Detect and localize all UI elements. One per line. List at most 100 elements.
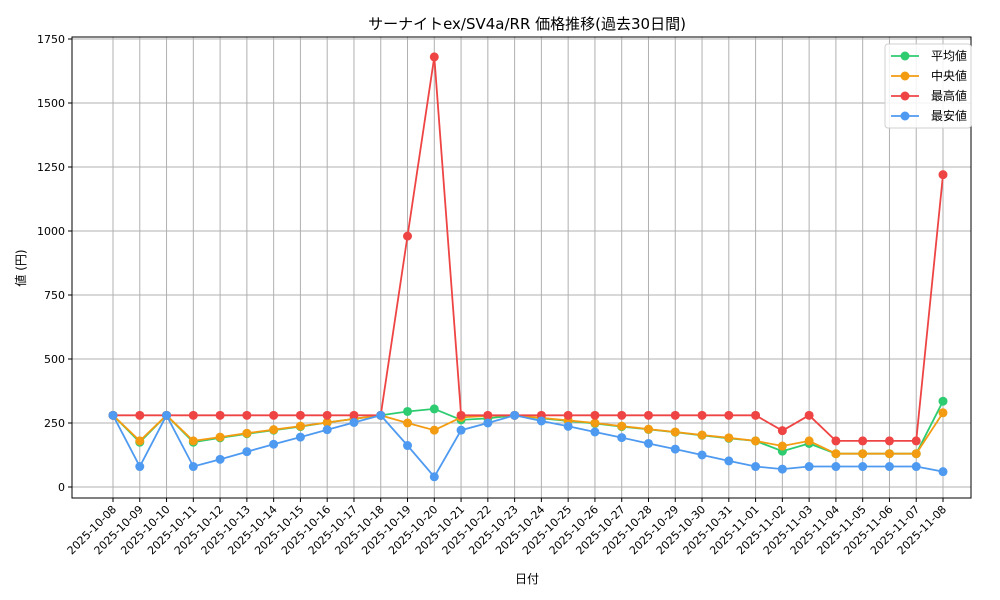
data-point (617, 433, 627, 443)
data-point (858, 449, 868, 459)
x-axis: 2025-10-082025-10-092025-10-102025-10-11… (65, 498, 949, 557)
data-point (269, 439, 279, 449)
data-point (242, 428, 252, 438)
data-point (670, 410, 680, 420)
data-point (804, 436, 814, 446)
series-line (108, 410, 948, 482)
data-point (242, 410, 252, 420)
data-point (563, 410, 573, 420)
data-point (938, 408, 948, 418)
y-tick-label: 0 (58, 481, 65, 494)
data-point (884, 436, 894, 446)
legend-label: 最高値 (931, 88, 967, 103)
data-point (322, 417, 332, 427)
data-point (697, 430, 707, 440)
data-point (724, 456, 734, 466)
legend-item: 最安値 (891, 108, 967, 123)
data-point (162, 410, 172, 420)
data-point (403, 406, 413, 416)
x-axis-label: 日付 (515, 572, 539, 586)
data-point (858, 462, 868, 472)
data-point (483, 418, 493, 428)
data-point (349, 417, 359, 427)
data-point (670, 427, 680, 437)
data-point (777, 464, 787, 474)
data-point (643, 410, 653, 420)
data-point (697, 410, 707, 420)
data-point (483, 410, 493, 420)
data-point (510, 410, 520, 420)
y-tick-label: 1500 (37, 97, 65, 110)
data-point (295, 432, 305, 442)
data-point (884, 462, 894, 472)
data-point (911, 436, 921, 446)
y-tick-label: 1250 (37, 161, 65, 174)
data-point (590, 418, 600, 428)
data-point (831, 449, 841, 459)
legend-label: 中央値 (931, 68, 967, 83)
data-point (188, 462, 198, 472)
data-point (858, 436, 868, 446)
data-point (269, 425, 279, 435)
series-line (108, 52, 948, 446)
data-point (135, 462, 145, 472)
data-point (831, 436, 841, 446)
data-point (724, 410, 734, 420)
y-tick-label: 1000 (37, 225, 65, 238)
legend-marker-icon (900, 111, 910, 121)
data-point (643, 424, 653, 434)
data-point (429, 52, 439, 62)
legend-label: 最安値 (931, 108, 967, 123)
data-point (295, 421, 305, 431)
grid-lines (72, 37, 971, 498)
y-tick-label: 1750 (37, 33, 65, 46)
data-point (617, 410, 627, 420)
legend-marker-icon (900, 91, 910, 101)
y-axis-label: 値 (円) (13, 249, 28, 286)
data-point (242, 447, 252, 457)
data-point (403, 231, 413, 241)
data-point (751, 410, 761, 420)
y-tick-label: 750 (44, 289, 65, 302)
chart-title: サーナイトex/SV4a/RR 価格推移(過去30日間) (368, 15, 686, 33)
data-point (777, 441, 787, 451)
data-point (188, 410, 198, 420)
data-point (804, 462, 814, 472)
legend-item: 最高値 (891, 88, 967, 103)
data-point (938, 170, 948, 180)
legend-box (884, 43, 972, 129)
data-point (697, 450, 707, 460)
data-point (590, 410, 600, 420)
data-point (349, 410, 359, 420)
data-point (724, 433, 734, 443)
data-point (911, 462, 921, 472)
y-tick-label: 500 (44, 353, 65, 366)
data-point (403, 418, 413, 428)
y-axis: 0 250 500 750 1000 1250 1500 1750 (37, 33, 72, 494)
data-point (456, 425, 466, 435)
y-tick-label: 250 (44, 417, 65, 430)
data-point (295, 410, 305, 420)
data-point (135, 410, 145, 420)
data-point (322, 425, 332, 435)
legend-marker-icon (900, 51, 910, 61)
data-point (215, 454, 225, 464)
data-point (804, 410, 814, 420)
data-point (429, 472, 439, 482)
data-point (938, 396, 948, 406)
data-point (429, 404, 439, 414)
data-point (938, 467, 948, 477)
data-point (536, 416, 546, 426)
data-point (456, 410, 466, 420)
data-point (376, 410, 386, 420)
data-point (617, 421, 627, 431)
data-point (777, 426, 787, 436)
data-point (429, 425, 439, 435)
data-point (831, 462, 841, 472)
data-point (188, 436, 198, 446)
data-point (590, 427, 600, 437)
series-layer (108, 52, 948, 482)
data-point (911, 449, 921, 459)
data-point (322, 410, 332, 420)
